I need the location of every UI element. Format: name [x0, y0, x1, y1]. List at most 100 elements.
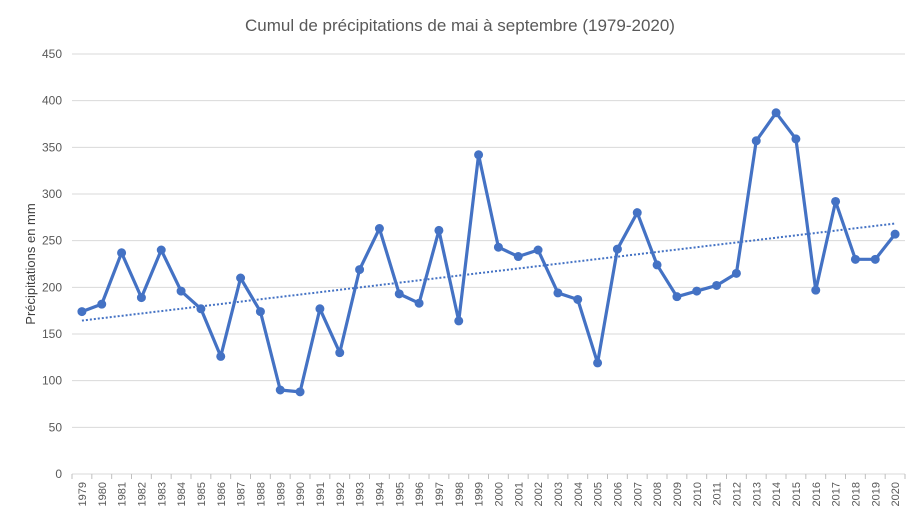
x-tick-label: 1991: [315, 482, 327, 506]
x-tick-label: 2018: [850, 482, 862, 506]
x-tick-label: 1985: [196, 482, 208, 506]
y-tick-label: 150: [42, 327, 62, 341]
data-point: [196, 304, 206, 314]
data-point: [751, 136, 761, 146]
data-point: [335, 348, 345, 358]
x-tick-label: 2005: [593, 482, 605, 506]
data-point: [831, 196, 841, 206]
data-point: [454, 316, 464, 326]
x-tick-label: 2002: [533, 482, 545, 506]
data-point: [513, 252, 523, 262]
x-tick-label: 1990: [295, 482, 307, 506]
data-point: [791, 134, 801, 144]
trendline-layer: [81, 222, 896, 322]
y-tick-label: 250: [42, 234, 62, 248]
y-tick-label: 400: [42, 94, 62, 108]
data-point: [493, 242, 503, 252]
x-tick-label: 1997: [434, 482, 446, 506]
data-point: [593, 358, 603, 368]
x-tick-label: 2003: [553, 482, 565, 506]
x-tick-label: 2017: [831, 482, 843, 506]
data-point: [712, 280, 722, 290]
data-point: [117, 248, 127, 258]
y-tick-label: 50: [49, 420, 63, 434]
x-tick-label: 2011: [712, 482, 724, 506]
data-point: [97, 299, 107, 309]
x-tick-label: 1981: [117, 482, 129, 506]
x-tick-label: 2007: [632, 482, 644, 506]
data-point: [612, 244, 622, 254]
chart-title: Cumul de précipitations de mai à septemb…: [245, 16, 675, 35]
data-point: [692, 286, 702, 296]
x-tick-label: 1988: [255, 482, 267, 506]
y-axis-ticks: 0 50 100 150 200 250 300 350 400 450: [42, 47, 62, 481]
data-point: [850, 254, 860, 264]
x-tick-label: 1979: [77, 482, 89, 506]
x-tick-label: 1992: [335, 482, 347, 506]
data-point: [414, 298, 424, 308]
x-tick-label: 2000: [493, 482, 505, 506]
x-tick-label: 1993: [355, 482, 367, 506]
data-point: [295, 387, 305, 397]
data-point: [553, 288, 563, 298]
data-point: [355, 265, 365, 275]
data-point: [156, 245, 166, 255]
x-tick-label: 2015: [791, 482, 803, 506]
y-tick-label: 100: [42, 374, 62, 388]
x-tick-label: 1995: [394, 482, 406, 506]
x-axis-ticks: 1979 1980 1981 1982 1983 1984 1985 1986 1987 1988…: [71, 474, 906, 506]
x-tick-label: 2008: [652, 482, 664, 506]
x-tick-label: 2006: [612, 482, 624, 506]
x-tick-label: 1987: [236, 482, 248, 506]
x-tick-label: 2019: [870, 482, 882, 506]
series-layer: [77, 108, 900, 397]
x-tick-label: 2016: [811, 482, 823, 506]
data-point: [811, 285, 821, 295]
data-point: [136, 293, 146, 303]
x-tick-label: 1984: [176, 482, 188, 506]
x-tick-label: 2010: [692, 482, 704, 506]
x-tick-label: 1994: [374, 482, 386, 506]
y-tick-label: 300: [42, 187, 62, 201]
data-point: [236, 273, 246, 283]
y-tick-label: 450: [42, 47, 62, 61]
data-point: [434, 225, 444, 235]
x-tick-label: 1983: [156, 482, 168, 506]
data-point: [870, 254, 880, 264]
x-tick-label: 1998: [454, 482, 466, 506]
data-point: [394, 289, 404, 299]
y-tick-label: 200: [42, 280, 62, 294]
data-point: [315, 304, 325, 314]
data-point: [255, 307, 265, 317]
y-tick-label: 0: [55, 467, 62, 481]
x-tick-label: 1999: [474, 482, 486, 506]
x-tick-label: 2009: [672, 482, 684, 506]
data-point: [533, 245, 543, 255]
data-point: [216, 351, 226, 361]
data-point: [374, 224, 384, 234]
y-axis-title: Précipitations en mm: [23, 203, 38, 324]
x-tick-label: 1980: [97, 482, 109, 506]
x-tick-label: 2001: [513, 482, 525, 506]
x-tick-label: 1996: [414, 482, 426, 506]
x-tick-label: 1986: [216, 482, 228, 506]
data-point: [652, 260, 662, 270]
data-point: [275, 385, 285, 395]
data-point: [890, 229, 900, 239]
x-tick-label: 2004: [573, 482, 585, 506]
x-tick-label: 1982: [136, 482, 148, 506]
data-point: [474, 150, 484, 160]
data-point: [77, 307, 87, 317]
data-point: [771, 108, 781, 118]
x-tick-label: 2020: [890, 482, 902, 506]
data-point: [672, 292, 682, 302]
data-point: [573, 294, 583, 304]
x-tick-label: 2014: [771, 482, 783, 506]
data-point: [632, 208, 642, 218]
x-tick-label: 2012: [731, 482, 743, 506]
trendline: [81, 222, 896, 322]
series-line: [81, 111, 897, 394]
data-point: [176, 286, 186, 296]
x-tick-label: 1989: [275, 482, 287, 506]
